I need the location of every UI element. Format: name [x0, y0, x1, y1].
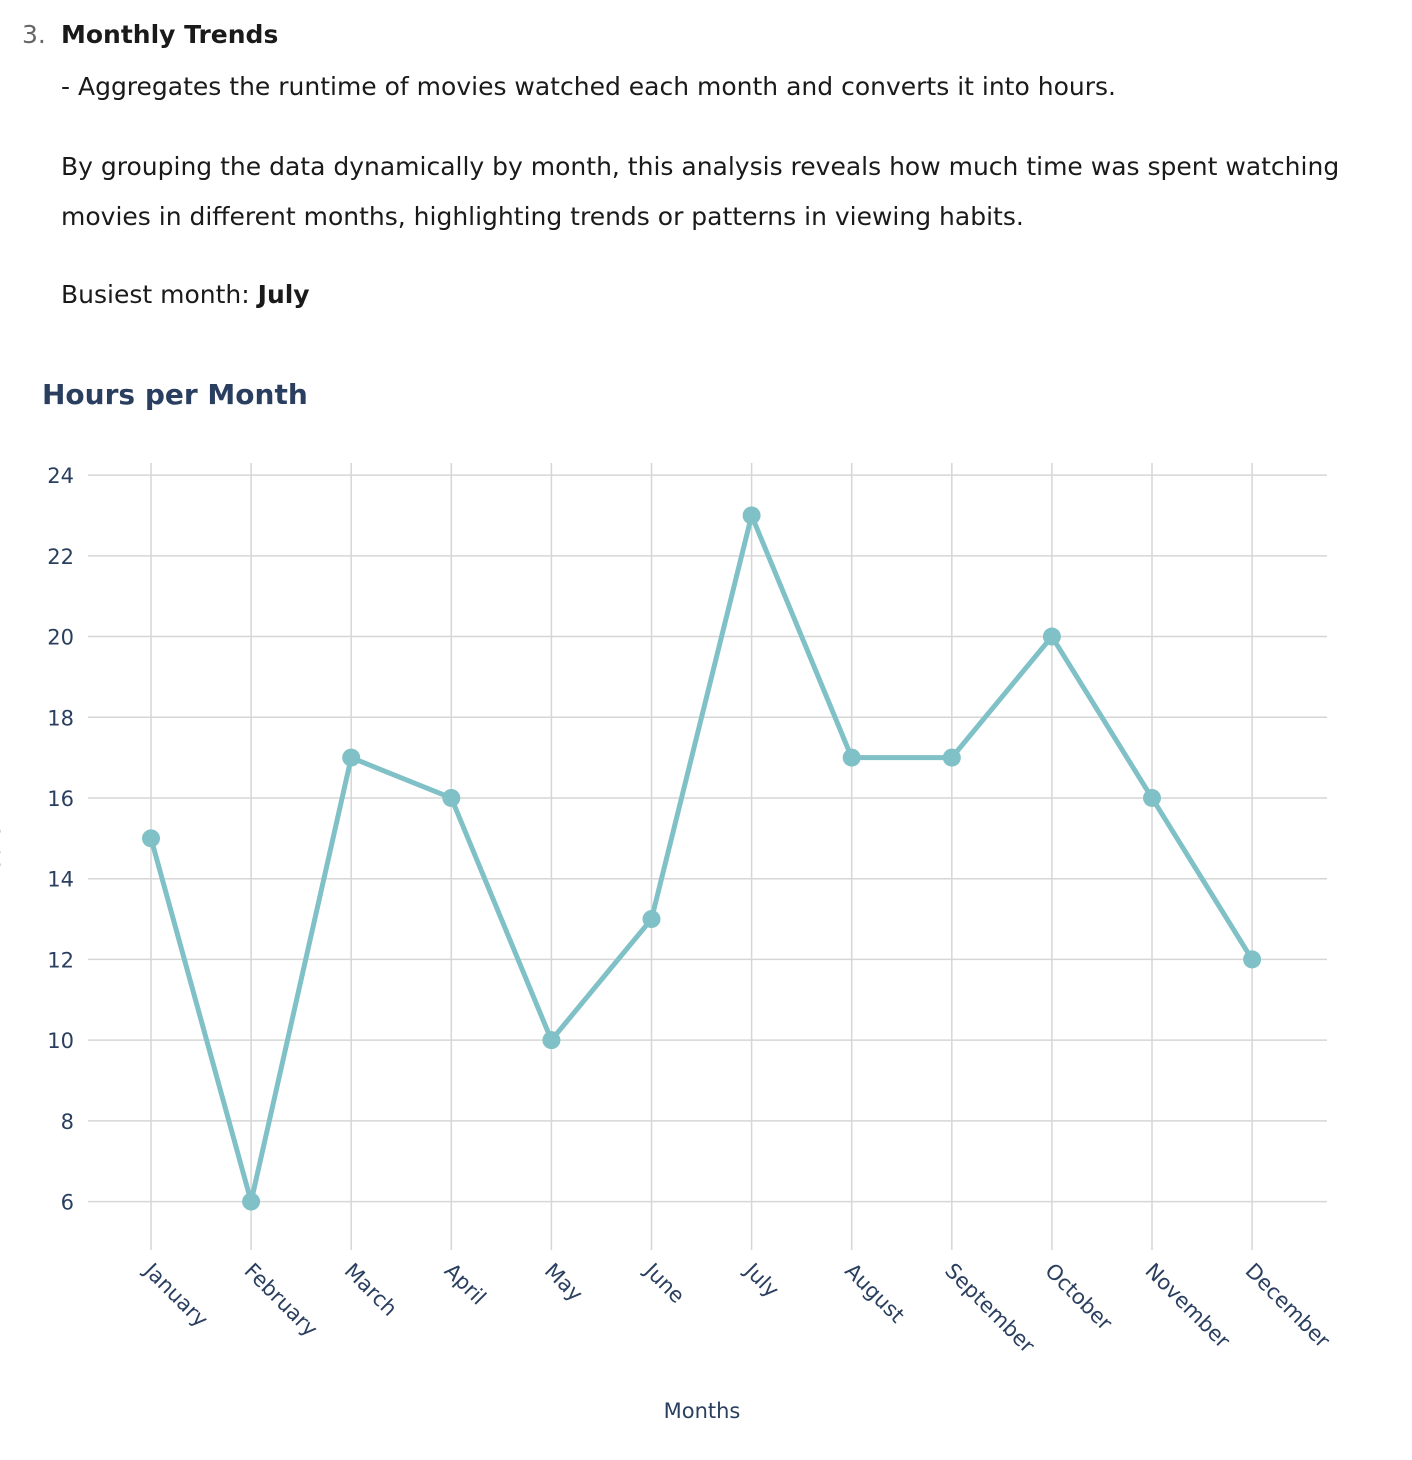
line [148, 512, 1255, 1205]
y-tick-label: 12 [47, 948, 74, 972]
busiest-label: Busiest month: [61, 280, 250, 309]
marker [1243, 950, 1262, 969]
y-tick-label: 18 [47, 706, 74, 730]
marker [342, 748, 361, 767]
y-tick-label: 10 [47, 1029, 74, 1053]
marker [542, 1031, 561, 1050]
y-tick-label: 22 [47, 545, 74, 569]
marker [742, 506, 761, 525]
y-tick-label: 20 [47, 626, 74, 650]
x-tick-label: March [340, 1259, 402, 1321]
chart: Hours per Month Months Hours January Febr… [0, 378, 1335, 1423]
marker [242, 1192, 261, 1211]
x-tick-label: May [540, 1259, 588, 1307]
y-tick-label: 24 [47, 464, 74, 488]
busiest-value: July [257, 280, 310, 309]
x-tick-label: September [940, 1259, 1039, 1358]
paragraph: By grouping the data dynamically by mont… [61, 152, 1340, 231]
busiest: Busiest month: July [61, 270, 1341, 320]
marker [942, 748, 961, 767]
x-tick-label: January [138, 1257, 213, 1332]
x-tick-label: October [1040, 1259, 1117, 1336]
marker [142, 829, 160, 848]
y-axis-title: Hours [0, 825, 5, 887]
x-tick-label: August [840, 1259, 909, 1328]
section-title: Monthly Trends [61, 20, 279, 49]
bullet: - Aggregates the runtime of movies watch… [61, 72, 1116, 101]
y-tick-label: 16 [47, 787, 74, 811]
marker [842, 748, 861, 767]
x-tick-label: April [440, 1259, 491, 1310]
x-tick-label: December [1241, 1259, 1335, 1353]
x-tick-label: November [1140, 1259, 1234, 1353]
marker [642, 910, 661, 929]
marker [1042, 627, 1061, 646]
y-tick-label: 6 [61, 1191, 74, 1215]
chart-title: Hours per Month [42, 378, 308, 411]
marker [442, 788, 461, 807]
list-number: 3. [22, 20, 46, 49]
x-tick-label: February [240, 1259, 323, 1342]
y-tick-label: 14 [47, 868, 74, 892]
x-tick-label: June [639, 1257, 690, 1308]
x-axis-title: Months [664, 1399, 741, 1423]
marker [1143, 788, 1161, 807]
x-tick-label: July [739, 1257, 784, 1302]
y-tick-label: 8 [61, 1110, 74, 1134]
